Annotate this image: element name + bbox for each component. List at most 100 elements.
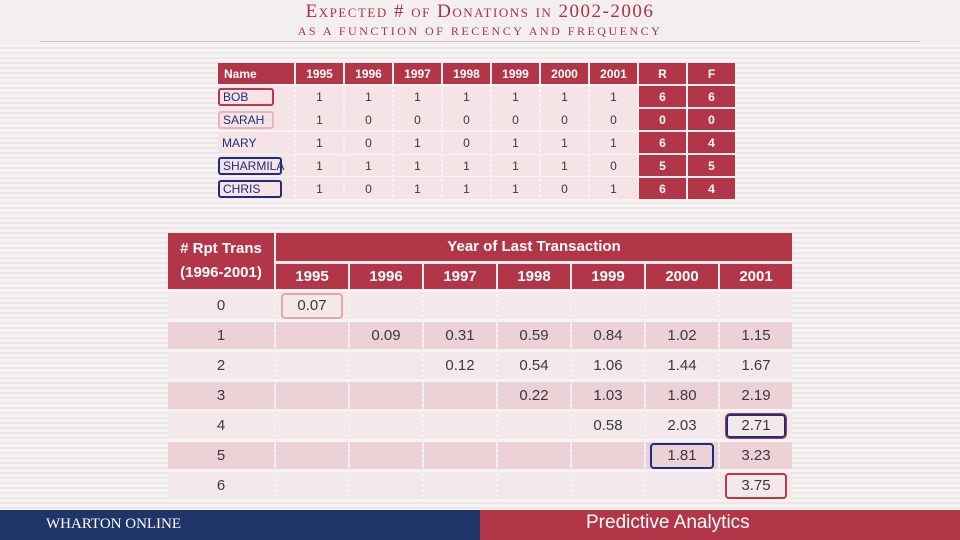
donation-cell: 1 (296, 132, 343, 153)
expected-cell: 2.03 (646, 412, 718, 439)
donation-cell: 1 (296, 178, 343, 199)
expected-cell: 0.31 (424, 322, 496, 349)
expected-cell (276, 322, 348, 349)
expected-cell: 0.07 (276, 292, 348, 319)
column-2001: 2001 (720, 263, 792, 289)
donor-name: SHARMILA (218, 156, 284, 175)
expected-cell (572, 442, 644, 469)
expected-cell: 0.12 (424, 352, 496, 379)
donation-cell: 1 (394, 155, 441, 176)
header-recency: R (639, 63, 686, 84)
donor-row-chris: CHRIS 1 0 1 1 1 0 1 6 4 (218, 178, 735, 199)
frequency-cell: 0 (688, 109, 735, 130)
expected-cell (498, 472, 570, 499)
expected-cell (276, 472, 348, 499)
expected-cell: 1.81 (646, 442, 718, 469)
donation-cell: 0 (345, 109, 392, 130)
header-2000: 2000 (541, 63, 588, 84)
donor-name-cell: MARY (218, 132, 294, 153)
expected-cell: 0.54 (498, 352, 570, 379)
expected-cell: 0.09 (350, 322, 422, 349)
row-label: 3 (168, 382, 274, 409)
expected-cell (350, 382, 422, 409)
slide-title: Expected # of Donations in 2002-2006 (305, 1, 655, 22)
donation-cell: 1 (394, 178, 441, 199)
frequency-cell: 4 (688, 178, 735, 199)
column-1997: 1997 (424, 263, 496, 289)
expected-cell (424, 412, 496, 439)
column-1996: 1996 (350, 263, 422, 289)
donation-cell: 1 (443, 86, 490, 107)
donation-cell: 1 (345, 86, 392, 107)
expected-cell: 0.22 (498, 382, 570, 409)
donation-cell: 1 (296, 86, 343, 107)
header-1997: 1997 (394, 63, 441, 84)
donor-name: SARAH (218, 110, 274, 129)
footer-course-title: Predictive Analytics (586, 512, 750, 533)
donation-cell: 1 (296, 109, 343, 130)
expected-cell: 1.06 (572, 352, 644, 379)
donation-cell: 0 (443, 132, 490, 153)
donor-history-header: Name 1995 1996 1997 1998 1999 2000 2001 … (218, 63, 735, 84)
expected-cell (646, 472, 718, 499)
expected-cell (350, 292, 422, 319)
row-label: 2 (168, 352, 274, 379)
repeat-transactions-label: # Rpt Trans (180, 240, 262, 257)
expected-cell (498, 412, 570, 439)
expected-cell (424, 442, 496, 469)
expected-cell: 3.23 (720, 442, 792, 469)
highlighted-value: 1.81 (650, 442, 714, 469)
donation-cell: 1 (296, 155, 343, 176)
expected-cell: 1.02 (646, 322, 718, 349)
donation-cell: 1 (492, 178, 539, 199)
donation-cell: 1 (541, 132, 588, 153)
column-1998: 1998 (498, 263, 570, 289)
highlighted-value: 2.71 (725, 412, 787, 439)
donation-cell: 0 (394, 109, 441, 130)
expected-cell: 1.44 (646, 352, 718, 379)
expected-cell: 0.59 (498, 322, 570, 349)
donation-cell: 1 (492, 155, 539, 176)
donation-cell: 1 (590, 178, 637, 199)
expected-cell (572, 292, 644, 319)
footer-brand-text: WHARTON ONLINE (46, 516, 182, 532)
donor-name: BOB (218, 87, 274, 106)
row-label: 6 (168, 472, 274, 499)
recency-cell: 0 (639, 109, 686, 130)
expected-cell: 1.15 (720, 322, 792, 349)
header-frequency: F (688, 63, 735, 84)
expected-cell (646, 292, 718, 319)
expected-cell: 0.84 (572, 322, 644, 349)
expected-row-6: 6 3.75 (168, 472, 792, 499)
highlighted-value: 0.07 (281, 292, 343, 319)
donation-cell: 1 (541, 86, 588, 107)
expected-cell (424, 382, 496, 409)
expected-cell (276, 352, 348, 379)
expected-cell (572, 472, 644, 499)
header-1995: 1995 (296, 63, 343, 84)
expected-cell (276, 382, 348, 409)
expected-cell (498, 292, 570, 319)
recency-cell: 6 (639, 132, 686, 153)
expected-cell (498, 442, 570, 469)
donor-name: MARY (222, 135, 257, 150)
donation-cell: 1 (590, 132, 637, 153)
donation-cell: 0 (541, 178, 588, 199)
year-of-last-transaction-header: Year of Last Transaction (276, 233, 792, 261)
expected-header-row: # Rpt Trans (1996-2001) Year of Last Tra… (168, 233, 792, 289)
donation-cell: 1 (443, 155, 490, 176)
expected-cell (350, 442, 422, 469)
donation-cell: 0 (345, 178, 392, 199)
donor-row-bob: BOB 1 1 1 1 1 1 1 6 6 (218, 86, 735, 107)
highlighted-value: 3.75 (725, 472, 787, 499)
expected-row-0: 0 0.07 (168, 292, 792, 319)
frequency-cell: 5 (688, 155, 735, 176)
row-label: 5 (168, 442, 274, 469)
recency-cell: 5 (639, 155, 686, 176)
expected-cell: 2.19 (720, 382, 792, 409)
header-1999: 1999 (492, 63, 539, 84)
donation-cell: 1 (394, 132, 441, 153)
slide-subtitle: AS A FUNCTION OF RECENCY AND FREQUENCY (297, 24, 663, 38)
expected-row-2: 2 0.12 0.54 1.06 1.44 1.67 (168, 352, 792, 379)
donor-row-sharmila: SHARMILA 1 1 1 1 1 1 0 5 5 (218, 155, 735, 176)
